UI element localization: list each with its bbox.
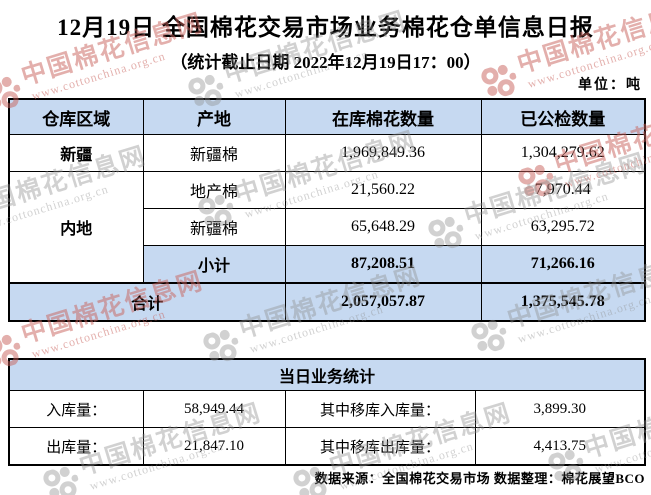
stat-value-cell: 4,413.75: [474, 427, 646, 466]
daily-row-inbound: 入库量： 58,949.44 其中移库入库量： 3,899.30: [8, 390, 646, 428]
value-cell: 1,375,545.78: [480, 282, 646, 322]
value-cell: 1,969,849.36: [284, 134, 482, 172]
table-row-xinjiang: 新疆 新疆棉 1,969,849.36 1,304,279.62: [8, 134, 646, 172]
stat-value-cell: 21,847.10: [142, 427, 286, 466]
daily-row-outbound: 出库量： 21,847.10 其中移库出库量： 4,413.75: [8, 427, 646, 466]
table-row-inland-local: 内地 地产棉 21,560.22 7,970.44: [8, 171, 646, 284]
value-cell: 2,057,057.87: [284, 282, 482, 322]
table-row-inland-xinjiang: 新疆棉 65,648.29 63,295.72: [9, 208, 646, 246]
inventory-header-row: 仓库区域 产地 在库棉花数量 已公检数量: [8, 98, 646, 135]
stat-value-cell: 58,949.44: [142, 390, 286, 428]
stat-label-cell: 出库量：: [8, 427, 144, 466]
cotton-logo-icon: [471, 319, 507, 352]
cotton-logo-icon: [43, 466, 79, 495]
page-title: 12月19日 全国棉花交易市场业务棉花仓单信息日报: [57, 15, 594, 40]
stat-label-cell: 其中移库出库量：: [284, 427, 476, 466]
header-cell-region: 仓库区域: [8, 98, 144, 135]
daily-stats-title: 当日业务统计: [8, 358, 646, 391]
origin-cell: 新疆棉: [142, 134, 286, 172]
value-cell: 71,266.16: [480, 245, 646, 284]
header-cell-origin: 产地: [142, 98, 286, 135]
value-cell: 63,295.72: [480, 208, 646, 246]
value-cell: 7,970.44: [480, 171, 646, 209]
subtotal-label-cell: 小计: [142, 245, 286, 284]
total-row: 合计 2,057,057.87 1,375,545.78: [8, 282, 646, 322]
unit-label: 单位：吨: [578, 78, 642, 93]
origin-cell: 地产棉: [142, 171, 286, 209]
subtotal-row: 小计 87,208.51 71,266.16: [9, 245, 646, 284]
region-cell: 内地: [8, 171, 144, 284]
region-cell: 新疆: [8, 134, 144, 172]
daily-stats-table: 当日业务统计 入库量： 58,949.44 其中移库入库量： 3,899.30 …: [8, 358, 647, 466]
value-cell: 65,648.29: [284, 208, 482, 246]
value-cell: 87,208.51: [284, 245, 482, 284]
stat-label-cell: 其中移库入库量：: [284, 390, 476, 428]
stat-label-cell: 入库量：: [8, 390, 144, 428]
total-label-cell: 合计: [8, 282, 286, 322]
header-cell-in-stock: 在库棉花数量: [284, 98, 482, 135]
data-source-footer: 数据来源：全国棉花交易市场 数据整理：棉花展望BCO: [314, 471, 645, 486]
origin-cell: 新疆棉: [142, 208, 286, 246]
value-cell: 21,560.22: [284, 171, 482, 209]
inventory-table: 仓库区域 产地 在库棉花数量 已公检数量 新疆 新疆棉 1,969,849.36…: [8, 98, 646, 322]
value-cell: 1,304,279.62: [480, 134, 646, 172]
report-subtitle: （统计截止日期 2022年12月19日17：00）: [170, 53, 481, 72]
header-cell-inspected: 已公检数量: [480, 98, 646, 135]
stat-value-cell: 3,899.30: [474, 390, 646, 428]
daily-stats-header-row: 当日业务统计: [8, 358, 646, 391]
